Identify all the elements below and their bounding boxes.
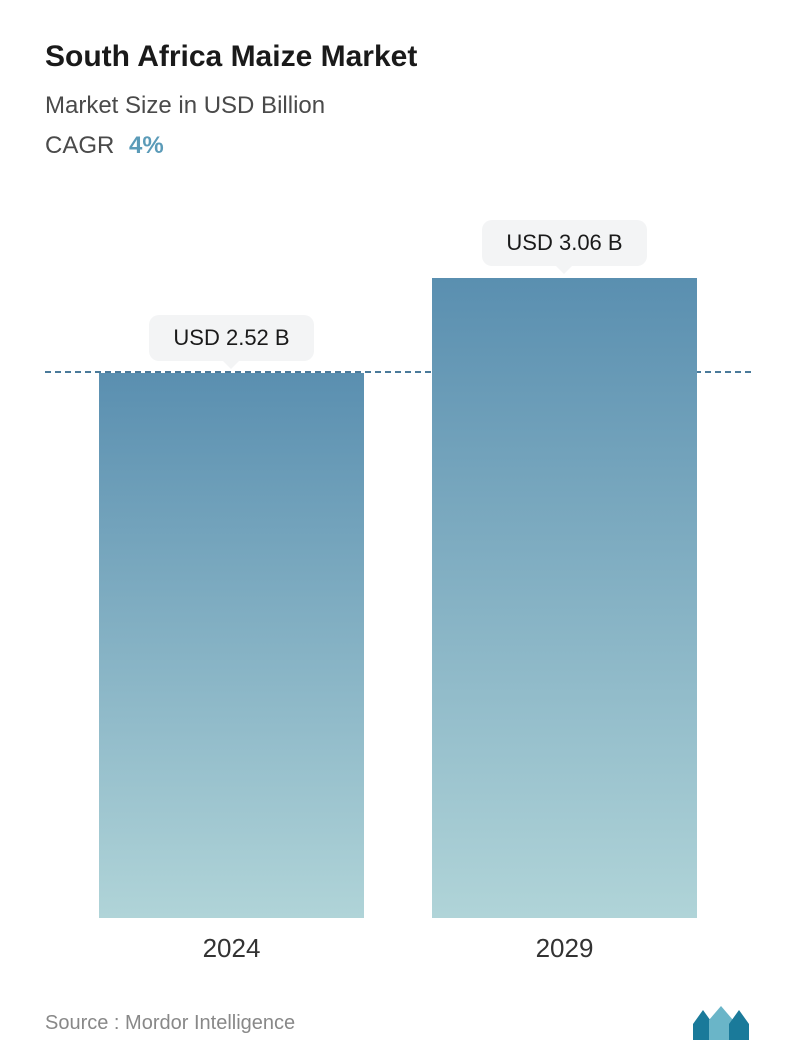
chart-title: South Africa Maize Market	[45, 40, 751, 74]
cagr-label: CAGR	[45, 132, 114, 159]
chart-subtitle: Market Size in USD Billion	[45, 92, 751, 120]
logo-icon	[691, 1004, 751, 1042]
bar-0	[99, 373, 364, 918]
source-value: Mordor Intelligence	[125, 1012, 295, 1034]
x-label-1: 2029	[432, 933, 697, 964]
value-badge-0: USD 2.52 B	[149, 315, 313, 361]
source-label: Source :	[45, 1012, 119, 1034]
x-axis-labels: 2024 2029	[45, 918, 751, 964]
chart-footer: Source : Mordor Intelligence	[45, 1004, 751, 1042]
brand-logo	[691, 1004, 751, 1042]
value-badge-1: USD 3.06 B	[482, 220, 646, 266]
cagr-value: 4%	[129, 132, 164, 159]
bar-group-1: USD 3.06 B	[432, 220, 697, 918]
x-label-0: 2024	[99, 933, 364, 964]
chart-container: South Africa Maize Market Market Size in…	[0, 0, 796, 1034]
bar-1	[432, 278, 697, 918]
chart-plot-area: USD 2.52 B USD 3.06 B	[45, 220, 751, 918]
bar-group-0: USD 2.52 B	[99, 315, 364, 918]
cagr-row: CAGR 4%	[45, 132, 751, 160]
source-attribution: Source : Mordor Intelligence	[45, 1012, 295, 1035]
